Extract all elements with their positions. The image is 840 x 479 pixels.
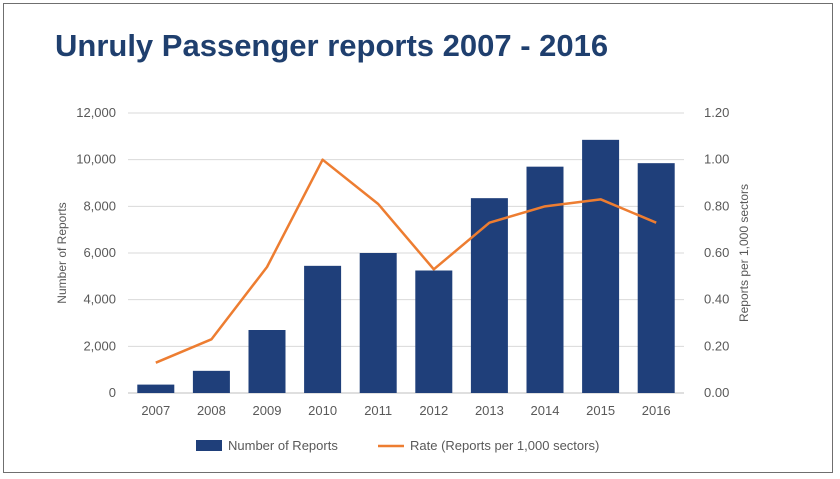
y2-tick-label: 0.80 (704, 198, 729, 213)
x-tick-label: 2009 (253, 403, 282, 418)
y2-tick-label: 1.20 (704, 105, 729, 120)
y2-tick-label: 0.40 (704, 292, 729, 307)
legend: Number of Reports Rate (Reports per 1,00… (196, 438, 599, 453)
bar (526, 166, 564, 393)
legend-bar-label: Number of Reports (228, 438, 338, 453)
y2-tick-label: 1.00 (704, 152, 729, 167)
y-tick-label: 4,000 (83, 292, 116, 307)
bar (637, 163, 675, 393)
y-tick-label: 8,000 (83, 198, 116, 213)
x-tick-label: 2007 (141, 403, 170, 418)
bar (415, 270, 453, 393)
bar (304, 265, 342, 393)
chart-title: Unruly Passenger reports 2007 - 2016 (55, 28, 609, 63)
rate-series-line (155, 158, 657, 364)
bar (137, 384, 175, 393)
bar (192, 370, 230, 393)
legend-line-label: Rate (Reports per 1,000 sectors) (410, 438, 599, 453)
y-tick-label: 6,000 (83, 245, 116, 260)
chart-frame (3, 3, 833, 473)
y2-axis-label: Reports per 1,000 sectors (737, 184, 751, 322)
bar (582, 139, 620, 393)
y-tick-label: 2,000 (83, 338, 116, 353)
x-tick-label: 2015 (586, 403, 615, 418)
x-tick-label: 2014 (531, 403, 560, 418)
y2-tick-label: 0.00 (704, 385, 729, 400)
x-tick-label: 2011 (364, 403, 392, 418)
x-tick-label: 2008 (197, 403, 226, 418)
x-tick-label: 2013 (475, 403, 504, 418)
rate-line (155, 158, 657, 364)
y-tick-label: 10,000 (76, 152, 116, 167)
bar (248, 330, 286, 393)
y-tick-label: 0 (109, 385, 116, 400)
bar (359, 253, 397, 393)
legend-bar-swatch (196, 440, 222, 451)
x-tick-label: 2016 (642, 403, 671, 418)
bars (137, 139, 675, 393)
x-tick-label: 2012 (419, 403, 448, 418)
y-tick-label: 12,000 (76, 105, 116, 120)
tick-labels: 0 0.00 2,000 0.20 4,000 0.40 6,000 0.60 8,000 0.8… (76, 105, 729, 418)
y2-tick-label: 0.20 (704, 338, 729, 353)
y2-tick-label: 0.60 (704, 245, 729, 260)
bar (470, 198, 508, 393)
y-axis-label: Number of Reports (55, 202, 69, 303)
x-tick-label: 2010 (308, 403, 337, 418)
